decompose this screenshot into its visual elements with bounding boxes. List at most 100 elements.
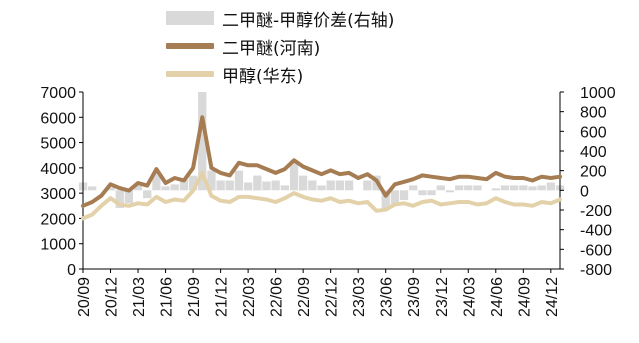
spread-bar (225, 180, 234, 191)
right-tick-label: 400 (580, 144, 607, 161)
right-tick-label: 200 (580, 164, 607, 181)
x-tick-label: 24/12 (544, 277, 561, 317)
x-tick-label: 20/09 (76, 277, 93, 317)
spread-bar (455, 185, 464, 191)
methanol-east-china-line (81, 170, 562, 221)
spread-bar (427, 190, 436, 196)
spread-area-layer (78, 92, 565, 210)
legend: 二甲醚-甲醇价差(右轴) 二甲醚(河南) 甲醇(华东) (166, 4, 394, 88)
spread-bar (143, 190, 152, 199)
spread-bar (115, 190, 124, 208)
left-tick-label: 0 (67, 262, 76, 279)
spread-bar (409, 185, 418, 191)
right-tick-label: -200 (580, 203, 612, 220)
spread-bar (152, 172, 161, 191)
left-tick-label: 7000 (40, 85, 76, 102)
spread-bar (198, 92, 207, 191)
right-tick-label: 1000 (580, 85, 616, 102)
spread-bar (445, 190, 455, 193)
spread-bar (88, 186, 97, 191)
x-tick-label: 21/06 (159, 277, 176, 317)
spread-bar (464, 185, 473, 191)
spread-bar (216, 180, 225, 191)
left-tick-label: 2000 (40, 211, 76, 228)
legend-swatch-spread (166, 11, 214, 25)
x-tick-label: 21/03 (131, 277, 148, 317)
left-tick-label: 6000 (40, 110, 76, 127)
x-tick-label: 23/06 (379, 277, 396, 317)
spread-bar (207, 170, 216, 191)
legend-label-spread: 二甲醚-甲醇价差(右轴) (222, 10, 395, 31)
right-tick-label: 0 (580, 183, 589, 200)
spread-bar (363, 180, 372, 191)
x-tick-label: 23/03 (351, 277, 368, 317)
x-tick-label: 22/06 (269, 277, 286, 317)
x-tick-label: 23/09 (406, 277, 423, 317)
spread-bar (473, 185, 482, 191)
spread-bar (280, 185, 289, 191)
left-tick-label: 3000 (40, 186, 76, 203)
legend-label-methanol: 甲醇(华东) (222, 66, 304, 87)
right-tick-label: -800 (580, 262, 612, 279)
x-tick-label: 24/09 (516, 277, 533, 317)
x-tick-label: 22/03 (241, 277, 258, 317)
spread-bar (244, 182, 253, 191)
x-tick-label: 22/12 (324, 277, 341, 317)
spread-bar (326, 180, 335, 191)
left-tick-label: 4000 (40, 161, 76, 178)
spread-bar (253, 175, 262, 191)
right-tick-label: 600 (580, 124, 607, 141)
tick-label-layer: 01000200030004000500060007000-800-600-40… (40, 85, 615, 317)
spread-bar (418, 190, 427, 196)
spread-bar (510, 185, 519, 191)
spread-bar (188, 175, 198, 191)
right-tick-label: -400 (580, 223, 612, 240)
spread-bar (308, 180, 317, 191)
spread-bar (335, 180, 344, 191)
spread-bar (317, 185, 326, 191)
right-tick-label: 800 (580, 105, 607, 122)
spread-bar (537, 185, 546, 191)
spread-bar (500, 185, 510, 191)
spread-bar (161, 186, 170, 191)
legend-label-dme: 二甲醚(河南) (222, 38, 321, 59)
line-layer (81, 115, 562, 221)
x-tick-label: 21/09 (186, 277, 203, 317)
spread-bar (124, 190, 133, 204)
left-tick-label: 1000 (40, 237, 76, 254)
spread-bar (399, 190, 409, 201)
legend-swatch-dme (166, 43, 214, 49)
x-tick-label: 20/12 (104, 277, 121, 317)
spread-bar (390, 190, 400, 206)
left-tick-label: 5000 (40, 136, 76, 153)
x-tick-label: 23/12 (434, 277, 451, 317)
dme-henan-line (81, 115, 562, 208)
x-tick-label: 21/12 (214, 277, 231, 317)
spread-bar (344, 180, 354, 191)
legend-swatch-methanol (166, 71, 214, 77)
spread-bar (528, 186, 537, 191)
legend-item-methanol: 甲醇(华东) (166, 60, 394, 88)
right-tick-label: -600 (580, 242, 612, 259)
spread-bar (289, 160, 299, 191)
spread-bar (381, 190, 390, 210)
spread-bar (234, 170, 244, 191)
x-tick-label: 24/03 (461, 277, 478, 317)
spread-bar (519, 185, 528, 191)
spread-bar (299, 175, 308, 191)
spread-bar (106, 187, 115, 191)
spread-bar (133, 184, 143, 191)
axis-layer (79, 91, 564, 273)
spread-bar (262, 181, 271, 191)
spread-bar (170, 184, 179, 191)
spread-bar (179, 178, 189, 191)
legend-item-spread: 二甲醚-甲醇价差(右轴) (166, 4, 394, 32)
x-tick-label: 24/06 (489, 277, 506, 317)
spread-bar (271, 180, 280, 191)
x-tick-label: 22/09 (296, 277, 313, 317)
spread-bar (546, 182, 555, 191)
spread-bar (436, 185, 445, 191)
spread-bar (491, 188, 500, 191)
legend-item-dme: 二甲醚(河南) (166, 32, 394, 60)
